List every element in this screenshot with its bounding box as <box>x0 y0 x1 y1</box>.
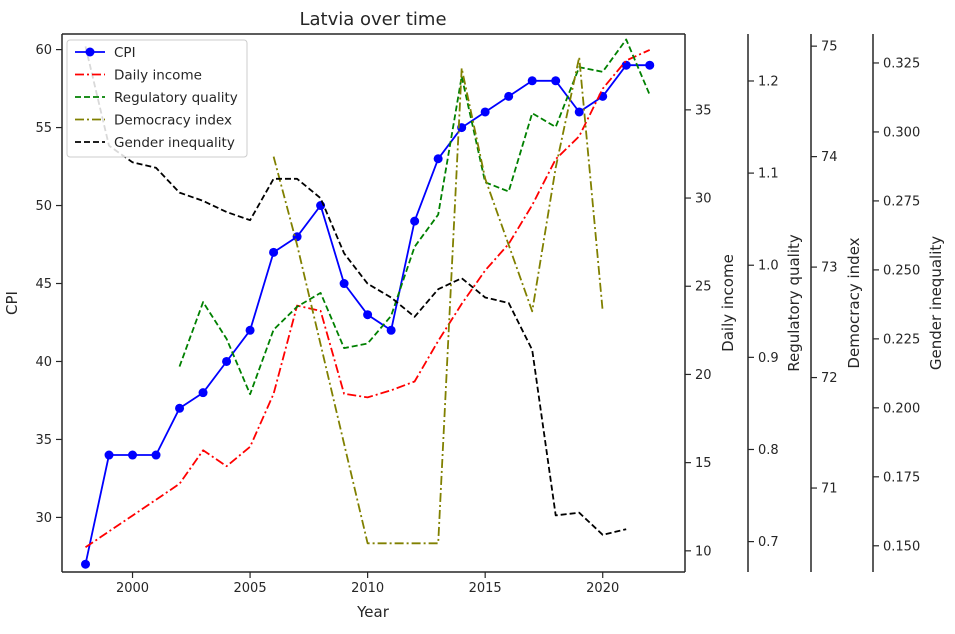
cpi-tick-label-2: 40 <box>35 355 52 370</box>
democracy-tick-label-2: 73 <box>821 261 838 276</box>
series-0-point-21 <box>574 107 584 117</box>
legend-label-0: CPI <box>114 45 136 61</box>
series-0-point-12 <box>363 310 373 320</box>
series-0-point-17 <box>480 107 490 117</box>
series-0-point-3 <box>151 450 161 460</box>
regulatory-tick-label-4: 1.1 <box>758 167 779 182</box>
democracy-tick-label-4: 75 <box>821 40 838 55</box>
cpi-tick-label-4: 50 <box>35 199 52 214</box>
legend: CPI Daily income Regulatory quality Democra… <box>66 39 248 158</box>
axes-layer: 2000 2005 2010 2015 202030354045505560CPI101… <box>3 33 945 596</box>
series-0-point-6 <box>222 356 232 366</box>
income-tick-label-4: 30 <box>695 192 712 207</box>
gender-tick-label-6: 0.300 <box>883 125 920 140</box>
regulatory-tick-label-0: 0.7 <box>758 535 779 550</box>
regulatory-tick-label-2: 0.9 <box>758 351 779 366</box>
regulatory-tick-label-5: 1.2 <box>758 74 779 89</box>
legend-label-1: Daily income <box>114 68 202 84</box>
democracy-tick-label-1: 72 <box>821 371 838 386</box>
series-layer <box>81 38 655 569</box>
series-0-point-5 <box>198 388 208 398</box>
x-tick-label-2020: 2020 <box>586 581 619 596</box>
income-tick-label-5: 35 <box>695 103 712 118</box>
democracy-axis-label: Democracy index <box>845 237 863 368</box>
democracy-tick-label-0: 71 <box>821 482 838 497</box>
democracy-tick-label-3: 74 <box>821 150 838 165</box>
income-tick-label-0: 10 <box>695 544 712 559</box>
series-0-point-11 <box>339 279 349 289</box>
series-line-4 <box>84 46 627 536</box>
x-axis-label: Year <box>356 603 390 621</box>
cpi-tick-label-5: 55 <box>35 121 52 136</box>
regulatory-axis-label: Regulatory quality <box>785 234 803 372</box>
income-axis-label: Daily income <box>719 254 737 352</box>
legend-label-3: Democracy index <box>114 113 232 129</box>
cpi-tick-label-1: 35 <box>35 433 52 448</box>
series-0-point-23 <box>621 60 631 70</box>
cpi-axis-label: CPI <box>3 291 21 315</box>
series-0-point-18 <box>504 91 514 101</box>
series-0-point-4 <box>175 403 185 413</box>
x-tick-label-2005: 2005 <box>234 581 267 596</box>
series-0-point-2 <box>128 450 138 460</box>
legend-marker-0 <box>85 47 95 57</box>
series-line-3 <box>272 56 604 545</box>
series-0-point-20 <box>551 76 561 86</box>
series-0-point-1 <box>104 450 114 460</box>
series-0-point-7 <box>245 325 255 335</box>
income-tick-label-1: 15 <box>695 456 712 471</box>
gender-tick-label-2: 0.200 <box>883 401 920 416</box>
series-0-point-19 <box>527 76 537 86</box>
legend-box <box>66 39 248 158</box>
legend-label-2: Regulatory quality <box>114 90 238 106</box>
series-0-point-24 <box>645 60 655 70</box>
legend-label-4: Gender inequality <box>114 135 235 151</box>
gender-tick-label-5: 0.275 <box>883 194 920 209</box>
cpi-tick-label-3: 45 <box>35 277 52 292</box>
series-0-point-14 <box>410 216 420 226</box>
gender-tick-label-3: 0.225 <box>883 332 920 347</box>
gender-tick-label-1: 0.175 <box>883 470 920 485</box>
cpi-tick-label-6: 60 <box>35 43 52 58</box>
gender-axis-label: Gender inequality <box>927 236 945 370</box>
regulatory-tick-label-3: 1.0 <box>758 259 779 274</box>
series-0-point-13 <box>386 325 396 335</box>
series-line-1 <box>84 49 651 549</box>
income-tick-label-2: 20 <box>695 368 712 383</box>
series-0-point-15 <box>433 154 443 164</box>
gender-tick-label-7: 0.325 <box>883 56 920 71</box>
series-0-point-0 <box>81 559 91 569</box>
x-tick-label-2010: 2010 <box>351 581 384 596</box>
income-tick-label-3: 25 <box>695 280 712 295</box>
gender-tick-label-4: 0.250 <box>883 263 920 278</box>
regulatory-tick-label-1: 0.8 <box>758 443 779 458</box>
cpi-tick-label-0: 30 <box>35 511 52 526</box>
x-tick-label-2015: 2015 <box>469 581 502 596</box>
gender-tick-label-0: 0.150 <box>883 539 920 554</box>
x-tick-label-2000: 2000 <box>116 581 149 596</box>
series-0-point-9 <box>292 232 302 242</box>
series-0-point-8 <box>269 247 279 257</box>
chart-title: Latvia over time <box>299 9 446 30</box>
